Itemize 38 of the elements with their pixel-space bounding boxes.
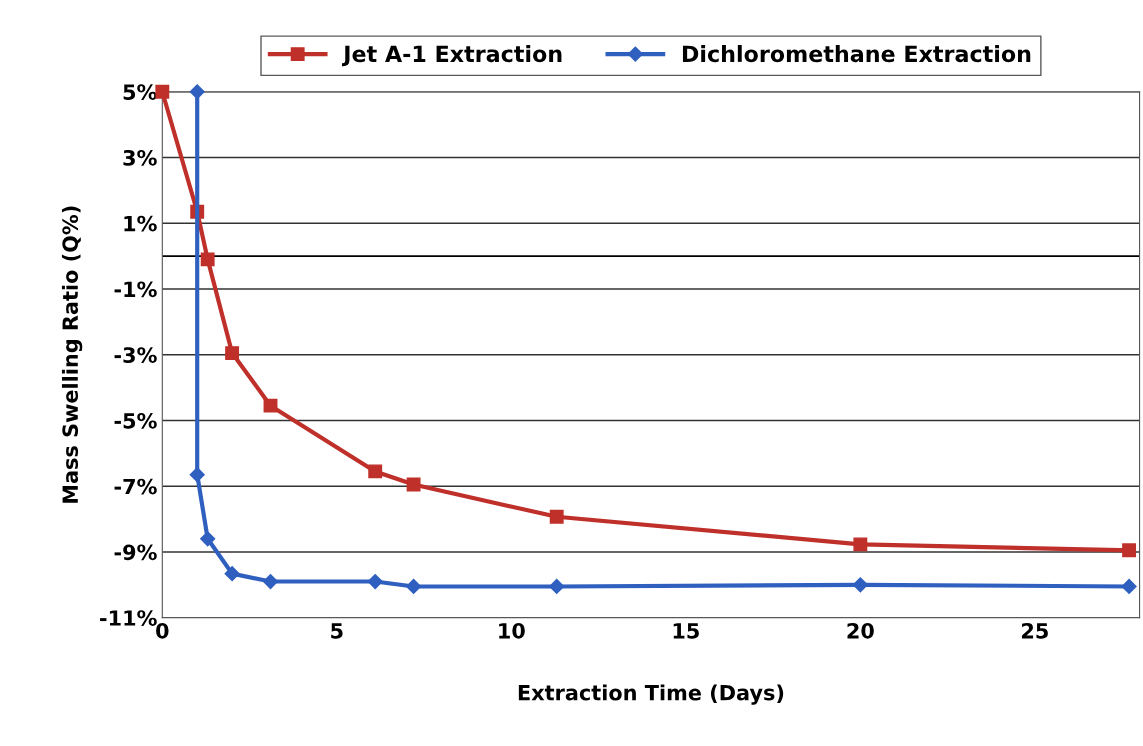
x-tick-label: 0	[156, 622, 169, 639]
point	[200, 252, 215, 267]
x-axis-title: Extraction Time (Days)	[518, 684, 784, 705]
legend-label: Dichloromethane Extraction	[682, 44, 1031, 63]
y-tick-label: -5%	[114, 412, 157, 429]
point	[225, 346, 240, 361]
x-tick-label: 10	[499, 622, 525, 639]
x-tick-label: 25	[1022, 622, 1048, 639]
y-tick-label: 5%	[123, 84, 157, 100]
x-tick-label: 5	[331, 623, 343, 639]
point	[189, 467, 205, 483]
point	[189, 84, 205, 100]
point	[406, 578, 422, 595]
point	[852, 577, 868, 593]
y-tick-label: 3%	[123, 149, 157, 166]
y-tick-label: -1%	[114, 281, 157, 298]
point	[224, 566, 240, 582]
point	[368, 464, 383, 479]
point	[367, 573, 383, 590]
y-tick-label: -9%	[114, 544, 157, 561]
point	[1121, 578, 1137, 595]
y-tick-label: -7%	[114, 478, 157, 495]
point	[155, 84, 170, 99]
point	[853, 537, 868, 552]
x-tick-label: 20	[847, 622, 874, 639]
y-tick-label: -11%	[100, 610, 157, 626]
point	[406, 477, 421, 492]
y-tick-label: 1%	[124, 215, 157, 232]
point	[1122, 543, 1137, 558]
x-tick-label: 15	[673, 623, 699, 639]
point	[262, 573, 279, 590]
y-axis-title: Mass Swelling Ratio (Q%)	[61, 206, 83, 503]
legend-label: Jet A-1 Extraction	[341, 44, 562, 67]
point	[200, 531, 216, 547]
point	[549, 578, 565, 595]
point	[549, 509, 564, 524]
point	[263, 398, 278, 413]
y-tick-label: -3%	[114, 347, 157, 363]
